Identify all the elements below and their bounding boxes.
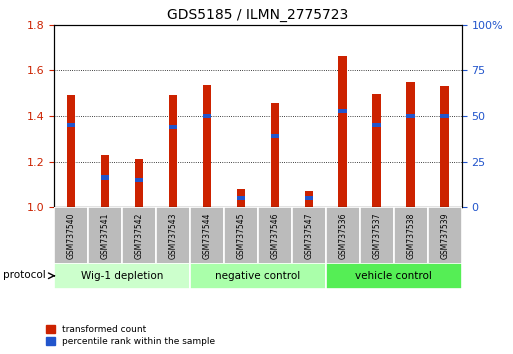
Bar	[441, 114, 449, 118]
Bar	[54, 263, 190, 289]
Text: negative control: negative control	[215, 271, 301, 281]
Bar	[326, 207, 360, 264]
Text: GSM737544: GSM737544	[202, 212, 211, 259]
Title: GDS5185 / ILMN_2775723: GDS5185 / ILMN_2775723	[167, 8, 348, 22]
Text: GSM737538: GSM737538	[406, 212, 415, 259]
Bar	[169, 125, 177, 129]
Text: protocol: protocol	[3, 270, 45, 280]
Bar	[88, 207, 122, 264]
Bar	[372, 94, 381, 207]
Bar	[236, 196, 245, 200]
Bar	[134, 159, 143, 207]
Bar	[258, 207, 292, 264]
Bar	[134, 178, 143, 182]
Bar	[305, 196, 313, 200]
Bar	[156, 207, 190, 264]
Bar	[203, 114, 211, 118]
Bar	[406, 114, 415, 118]
Text: GSM737545: GSM737545	[236, 212, 245, 259]
Text: GSM737536: GSM737536	[338, 212, 347, 259]
Bar	[54, 207, 88, 264]
Bar	[169, 96, 177, 207]
Bar	[441, 86, 449, 207]
Text: GSM737547: GSM737547	[304, 212, 313, 259]
Bar	[190, 263, 326, 289]
Bar	[428, 207, 462, 264]
Bar	[393, 207, 428, 264]
Bar	[406, 82, 415, 207]
Bar	[270, 135, 279, 138]
Bar	[270, 103, 279, 207]
Bar	[339, 56, 347, 207]
Bar	[203, 85, 211, 207]
Text: GSM737543: GSM737543	[168, 212, 177, 259]
Bar	[101, 155, 109, 207]
Text: GSM737541: GSM737541	[101, 212, 109, 259]
Text: Wig-1 depletion: Wig-1 depletion	[81, 271, 163, 281]
Bar	[360, 207, 394, 264]
Text: vehicle control: vehicle control	[356, 271, 432, 281]
Bar	[224, 207, 258, 264]
Bar	[326, 263, 462, 289]
Bar	[292, 207, 326, 264]
Bar	[305, 191, 313, 207]
Bar	[372, 123, 381, 127]
Bar	[67, 123, 75, 127]
Bar	[122, 207, 156, 264]
Text: GSM737537: GSM737537	[372, 212, 381, 259]
Bar	[339, 109, 347, 113]
Bar	[101, 176, 109, 179]
Text: GSM737546: GSM737546	[270, 212, 279, 259]
Bar	[67, 96, 75, 207]
Text: GSM737540: GSM737540	[66, 212, 75, 259]
Bar	[236, 189, 245, 207]
Bar	[190, 207, 224, 264]
Text: GSM737542: GSM737542	[134, 212, 143, 259]
Text: GSM737539: GSM737539	[440, 212, 449, 259]
Legend: transformed count, percentile rank within the sample: transformed count, percentile rank withi…	[46, 325, 215, 346]
